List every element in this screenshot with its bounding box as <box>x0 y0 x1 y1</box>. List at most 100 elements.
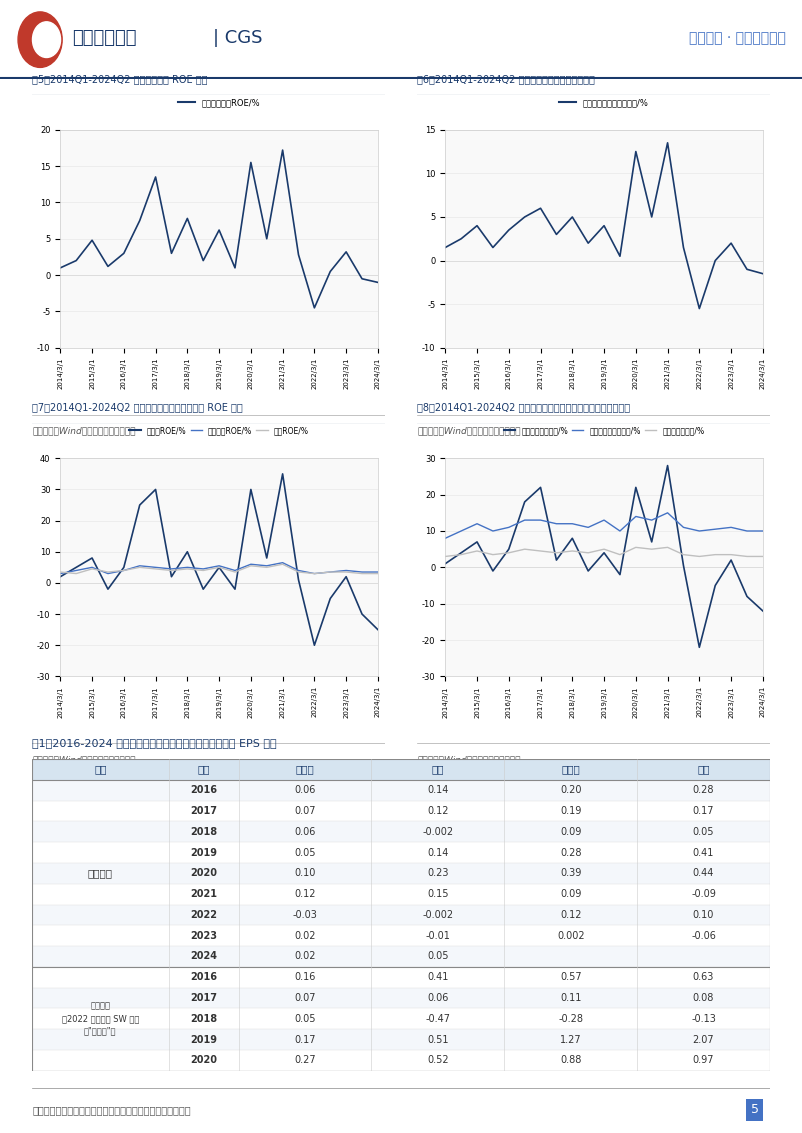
Text: 0.11: 0.11 <box>560 993 581 1003</box>
Text: -0.03: -0.03 <box>293 910 318 920</box>
Text: 0.63: 0.63 <box>693 972 715 982</box>
Bar <box>32 842 168 863</box>
Text: 0.27: 0.27 <box>294 1055 316 1065</box>
Text: 图7：2014Q1-2024Q2 畜禽养殖、动物保健、饲料 ROE 情况: 图7：2014Q1-2024Q2 畜禽养殖、动物保健、饲料 ROE 情况 <box>32 402 243 412</box>
Bar <box>32 988 770 1008</box>
Text: 2017: 2017 <box>190 806 217 816</box>
Bar <box>32 1050 770 1071</box>
Text: | CGS: | CGS <box>213 29 262 48</box>
Text: 0.41: 0.41 <box>427 972 448 982</box>
Text: 请务必阅读正文最后的中国银河证券股份有限公司免责声明。: 请务必阅读正文最后的中国银河证券股份有限公司免责声明。 <box>32 1105 191 1115</box>
Text: 0.52: 0.52 <box>427 1055 448 1065</box>
Text: 0.08: 0.08 <box>693 993 715 1003</box>
Text: 2016: 2016 <box>190 785 217 795</box>
Text: -0.28: -0.28 <box>558 1014 583 1024</box>
Text: 0.39: 0.39 <box>560 868 581 878</box>
Text: 0.19: 0.19 <box>560 806 581 816</box>
Bar <box>32 966 770 988</box>
Text: 2016: 2016 <box>190 972 217 982</box>
Text: 0.002: 0.002 <box>557 930 585 940</box>
Bar <box>32 842 770 863</box>
Bar <box>32 801 168 821</box>
Text: 0.02: 0.02 <box>294 930 316 940</box>
Text: 0.44: 0.44 <box>693 868 715 878</box>
Text: 2020: 2020 <box>190 1055 217 1065</box>
Text: 行业: 行业 <box>94 765 107 775</box>
Text: 年份: 年份 <box>197 765 210 775</box>
Text: 0.14: 0.14 <box>427 785 448 795</box>
Text: 0.07: 0.07 <box>294 806 316 816</box>
Text: 图8：2014Q1-2024Q2 畜禽养殖、动物保健、饲料销售净利率情况: 图8：2014Q1-2024Q2 畜禽养殖、动物保健、饲料销售净利率情况 <box>417 402 630 412</box>
Text: 0.05: 0.05 <box>693 827 715 837</box>
Text: 2.07: 2.07 <box>693 1034 715 1045</box>
Bar <box>32 780 770 801</box>
Bar <box>32 1050 168 1071</box>
Text: 中国银河证券: 中国银河证券 <box>72 29 136 48</box>
Bar <box>32 884 770 904</box>
Bar <box>32 863 168 884</box>
Text: -0.002: -0.002 <box>423 910 453 920</box>
Text: -0.47: -0.47 <box>425 1014 451 1024</box>
Text: 0.05: 0.05 <box>294 847 316 858</box>
Bar <box>32 759 770 780</box>
Text: 图6：2014Q1-2024Q2 农林牧渔板块销售净利率情况: 图6：2014Q1-2024Q2 农林牧渔板块销售净利率情况 <box>417 74 595 84</box>
Bar <box>32 926 168 946</box>
Text: 2017: 2017 <box>190 993 217 1003</box>
Bar <box>32 988 168 1008</box>
Text: 行业月报 · 农林牧渔行业: 行业月报 · 农林牧渔行业 <box>689 31 786 45</box>
Bar <box>32 904 770 926</box>
Bar <box>32 780 168 801</box>
Text: 0.02: 0.02 <box>294 952 316 962</box>
Bar <box>32 1008 168 1029</box>
Text: 0.23: 0.23 <box>427 868 448 878</box>
Bar <box>32 884 168 904</box>
Text: 2021: 2021 <box>190 889 217 900</box>
Text: 0.20: 0.20 <box>560 785 581 795</box>
Ellipse shape <box>32 22 61 58</box>
Text: 0.10: 0.10 <box>693 910 715 920</box>
Text: 0.17: 0.17 <box>693 806 715 816</box>
Bar <box>32 821 168 842</box>
Text: 资料来源：Wind，中国银河证券研究院: 资料来源：Wind，中国银河证券研究院 <box>32 755 136 764</box>
Bar <box>32 926 770 946</box>
Legend: 农林牧渔板块销售净利率/%: 农林牧渔板块销售净利率/% <box>556 95 652 110</box>
Bar <box>32 1008 770 1029</box>
Text: 0.12: 0.12 <box>427 806 448 816</box>
Text: 0.12: 0.12 <box>560 910 581 920</box>
Text: 0.41: 0.41 <box>693 847 715 858</box>
Bar <box>32 946 168 966</box>
Text: 0.05: 0.05 <box>427 952 448 962</box>
Text: 0.15: 0.15 <box>427 889 448 900</box>
Text: 年报: 年报 <box>697 765 710 775</box>
Text: 5: 5 <box>751 1104 759 1116</box>
Text: 2019: 2019 <box>190 1034 217 1045</box>
Text: -0.09: -0.09 <box>691 889 716 900</box>
Text: 图5：2014Q1-2024Q2 农林牧渔板块 ROE 情况: 图5：2014Q1-2024Q2 农林牧渔板块 ROE 情况 <box>32 74 208 84</box>
Text: 0.28: 0.28 <box>560 847 581 858</box>
Text: -0.01: -0.01 <box>425 930 451 940</box>
Text: 资料来源：Wind，中国银河证券研究院: 资料来源：Wind，中国银河证券研究院 <box>32 426 136 435</box>
Text: 0.28: 0.28 <box>693 785 715 795</box>
Text: 0.05: 0.05 <box>294 1014 316 1024</box>
Text: 2018: 2018 <box>190 827 217 837</box>
Text: 0.51: 0.51 <box>427 1034 448 1045</box>
Text: 2019: 2019 <box>190 847 217 858</box>
Text: -0.06: -0.06 <box>691 930 716 940</box>
Bar <box>32 801 770 821</box>
Text: 0.14: 0.14 <box>427 847 448 858</box>
Bar <box>32 821 770 842</box>
Text: 2020: 2020 <box>190 868 217 878</box>
Bar <box>32 1029 168 1050</box>
Text: 0.06: 0.06 <box>294 785 316 795</box>
Text: 0.97: 0.97 <box>693 1055 715 1065</box>
Text: 0.16: 0.16 <box>294 972 316 982</box>
Text: 2024: 2024 <box>190 952 217 962</box>
Text: 一季报: 一季报 <box>296 765 314 775</box>
Text: 中报: 中报 <box>431 765 444 775</box>
Legend: 养殖业销售净利率/%, 动物保健销售净利率/%, 饲料销售净利率/%: 养殖业销售净利率/%, 动物保健销售净利率/%, 饲料销售净利率/% <box>500 423 707 438</box>
Text: 表1：2016-2024 年农林牧渔行业及其子板块畜禽养殖行业 EPS 情况: 表1：2016-2024 年农林牧渔行业及其子板块畜禽养殖行业 EPS 情况 <box>32 739 277 748</box>
Text: 2018: 2018 <box>190 1014 217 1024</box>
Text: 0.09: 0.09 <box>560 827 581 837</box>
Text: 2023: 2023 <box>190 930 217 940</box>
Legend: 养殖业ROE/%, 动物保健ROE/%, 饲料ROE/%: 养殖业ROE/%, 动物保健ROE/%, 饲料ROE/% <box>127 423 312 438</box>
